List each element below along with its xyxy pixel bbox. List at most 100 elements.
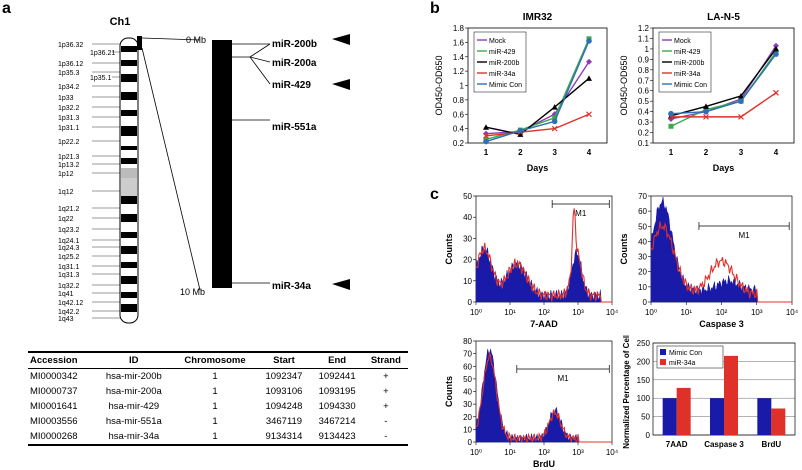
arrow-icon	[332, 279, 350, 290]
chromosome-band	[121, 110, 137, 116]
x-axis-label: Days	[527, 163, 549, 173]
x-tick-label: 10⁰	[645, 308, 657, 317]
y-axis-label: OD450-OD650	[619, 55, 629, 115]
table-cell: hsa-mir-200b	[105, 371, 162, 382]
legend-label: miR-200b	[489, 60, 519, 67]
legend-label: miR-34a	[669, 360, 696, 367]
table-cell: 3467214	[318, 416, 356, 427]
data-point	[483, 132, 489, 139]
x-tick-label: 10¹	[504, 308, 516, 317]
table-cell: MI0003556	[30, 416, 78, 427]
panel-label-a: a	[2, 0, 11, 17]
histogram-brdu: 0 10 20 30 40 50 60 70 80 10⁰ 10¹ 10² 10³ 10⁴ BrdU Coun…	[444, 337, 619, 469]
bar	[662, 398, 677, 435]
band-label: 1q43	[58, 316, 74, 323]
band-label: 1q12	[58, 189, 74, 196]
chromosome-band	[121, 196, 137, 204]
series-line-mir-429	[485, 38, 590, 141]
table-cell: hsa-mir-429	[108, 401, 160, 412]
x-tick-label: 2	[704, 148, 709, 157]
histogram-outline	[650, 221, 792, 303]
y-axis-label: Normalized Percentage of Cells	[622, 335, 631, 449]
y-tick-label: 0.2	[638, 129, 650, 138]
band-label: 1q23.2	[58, 227, 80, 234]
y-tick-label: 50	[638, 222, 647, 231]
mirna-label-551a: miR-551a	[272, 122, 317, 133]
gate-label: M1	[557, 374, 569, 383]
gate-label: M1	[738, 231, 750, 240]
zoom-region-marker	[137, 36, 142, 50]
x-tick-label: 3	[552, 148, 557, 157]
line-chart-imr32: IMR32 0.2 0.4 0.6 0.8 1 1.2 1.4 1.6 1.8 1 2 3 4 Days OD…	[434, 12, 608, 173]
data-point	[703, 103, 709, 109]
y-tick-label: 0	[468, 438, 473, 447]
y-tick-label: 20	[463, 256, 472, 265]
y-tick-label: 30	[463, 234, 472, 243]
y-tick-label: 1.4	[453, 53, 465, 62]
x-tick-label: 10¹	[680, 308, 692, 317]
y-axis-label: Counts	[444, 376, 454, 407]
table-row: MI0003556 hsa-mir-551a 1 3467119 3467214 -	[28, 414, 408, 429]
y-tick-label: 250	[637, 339, 651, 348]
data-point	[738, 92, 744, 99]
chromosome-title: Ch1	[110, 16, 131, 28]
y-tick-label: 1.2	[638, 24, 650, 33]
x-tick-label: 1	[669, 148, 674, 157]
x-tick-label: 2	[518, 148, 523, 157]
band-label: 1p36.12	[58, 61, 83, 68]
table-cell: 3467119	[265, 416, 303, 427]
x-tick-label: 3	[739, 148, 744, 157]
y-tick-label: 0.1	[638, 139, 650, 148]
mirna-label-200b: miR-200b	[272, 39, 317, 50]
table-row: MI0000342 hsa-mir-200b 1 1092347 1092441 +	[28, 369, 408, 385]
y-tick-label: 0.4	[638, 108, 650, 117]
y-tick-label: 50	[463, 192, 472, 201]
band-label: 1p13.2	[58, 162, 80, 169]
x-tick-label: 10⁰	[470, 308, 482, 317]
y-tick-label: 80	[463, 337, 472, 346]
y-tick-label: 0.8	[453, 96, 465, 105]
table-cell: +	[383, 371, 389, 382]
x-tick-label: 1	[484, 148, 489, 157]
band-label: 1p34.2	[58, 84, 80, 91]
legend-label: Mimic Con	[489, 82, 522, 89]
series-line-mock	[485, 61, 590, 135]
y-tick-label: 0	[646, 431, 651, 440]
y-tick-label: 70	[463, 350, 472, 359]
arrow-icon	[332, 34, 350, 45]
x-axis-label: Caspase 3	[699, 319, 744, 329]
data-point	[552, 115, 558, 121]
y-tick-label: 0.6	[453, 110, 465, 119]
table-cell: hsa-mir-34a	[94, 429, 173, 446]
band-label: 1p12	[58, 171, 74, 178]
table-cell: MI0001641	[30, 401, 78, 412]
x-tick-label: Caspase 3	[704, 440, 744, 449]
col-header: ID	[94, 351, 173, 369]
legend-label: miR-34a	[489, 71, 516, 78]
histogram-outline	[475, 351, 612, 444]
chromosome-band	[121, 246, 137, 254]
band-label: 1q41	[58, 291, 74, 298]
centromere	[121, 168, 137, 178]
col-header: Chromosome	[172, 351, 258, 369]
y-tick-label: 50	[463, 375, 472, 384]
table-cell: -	[384, 416, 388, 427]
band-label: 1q32.2	[58, 283, 80, 290]
y-tick-label: 1.6	[453, 38, 465, 47]
y-tick-label: 10	[463, 425, 472, 434]
panel-label-b: b	[430, 0, 440, 17]
y-tick-label: 1	[645, 45, 650, 54]
zoom-line-top	[141, 37, 201, 41]
y-tick-label: 60	[638, 207, 647, 216]
table-cell: hsa-mir-200a	[105, 386, 162, 397]
legend-label: miR-429	[489, 49, 516, 56]
y-tick-label: 30	[463, 400, 472, 409]
data-point	[586, 38, 592, 44]
y-tick-label: 10	[638, 283, 647, 292]
plot-frame	[652, 27, 795, 144]
x-tick-label: 7AAD	[666, 440, 688, 449]
y-tick-label: 0.4	[453, 125, 465, 134]
chromosome-band	[121, 292, 137, 298]
table-cell: hsa-mir-551a	[105, 416, 162, 427]
chart-title: IMR32	[523, 12, 553, 23]
